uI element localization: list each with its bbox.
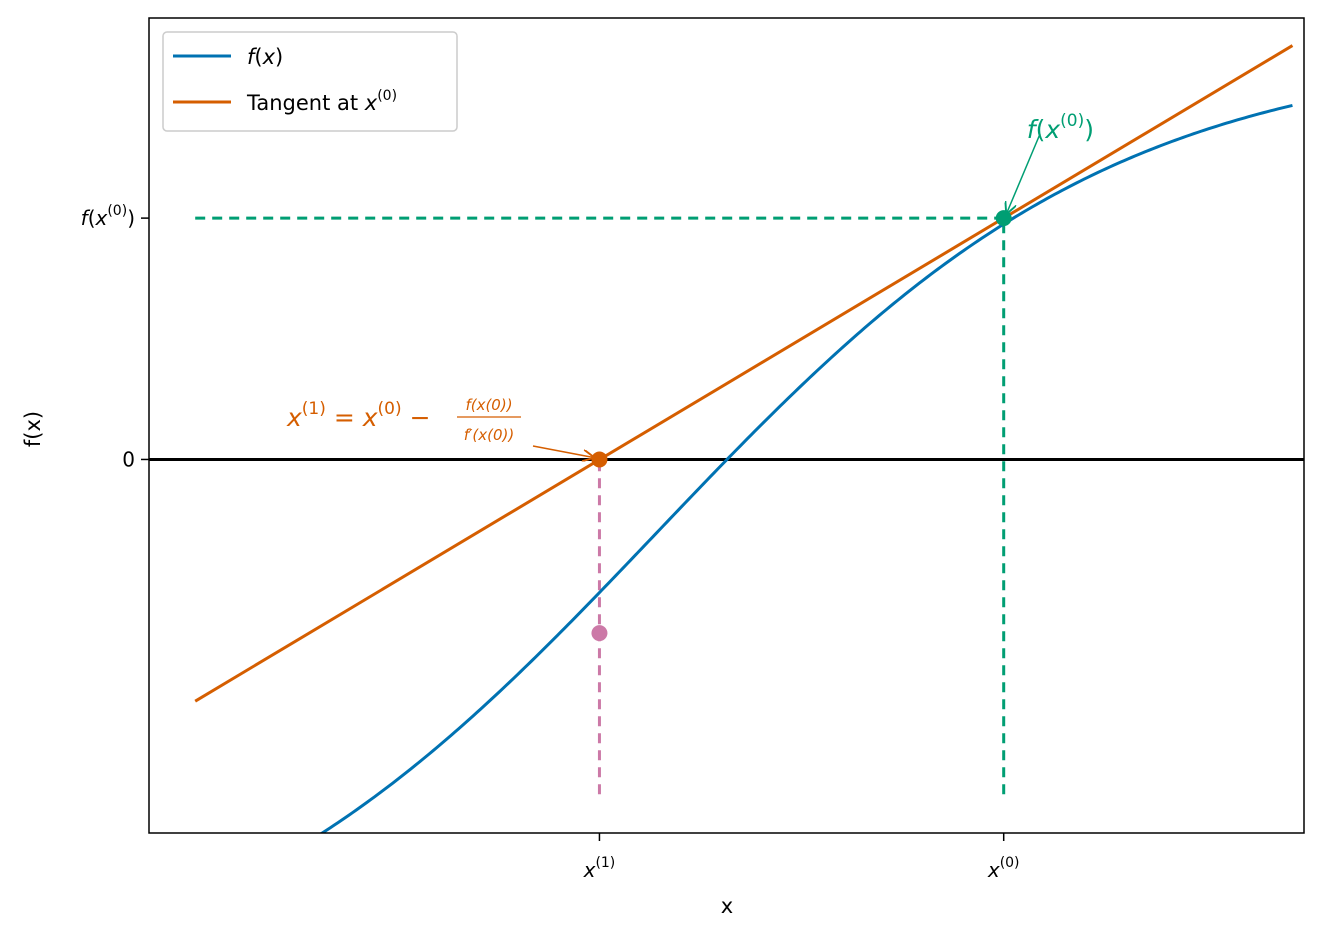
series-fx-line xyxy=(319,103,1293,833)
legend-label-fx: f(x) xyxy=(247,45,283,69)
legend: f(x) Tangent at x(0) xyxy=(162,31,458,132)
annotation-x1-numerator: f(x(0)) xyxy=(465,396,512,414)
annotation-x1-arrow xyxy=(532,445,593,457)
annotation-fx0-arrow xyxy=(1007,133,1041,213)
annotation-x1-formula: x(1) = x(0) − f(x(0)) f′(x(0)) xyxy=(286,396,521,444)
x-tick-label-0: x(1) xyxy=(583,855,616,882)
legend-label-tangent: Tangent at x(0) xyxy=(246,88,397,115)
annotation-fx0-label: f(x(0)) xyxy=(1027,111,1094,144)
y-axis-label: f(x) xyxy=(21,411,45,447)
data-point-0 xyxy=(995,210,1012,227)
plot-area xyxy=(149,44,1304,833)
series-tangent-line xyxy=(194,44,1294,703)
x-axis-label: x xyxy=(721,894,733,918)
legend-box xyxy=(162,31,458,132)
annotation-x1-denominator: f′(x(0)) xyxy=(464,426,515,444)
data-point-1 xyxy=(591,451,608,468)
axes: x(1) x(0) 0 f(x(0)) xyxy=(81,203,1020,882)
annotation-x1-lhs: x(1) = x(0) − xyxy=(286,399,431,432)
data-point-2 xyxy=(591,625,608,642)
y-tick-label-1: f(x(0)) xyxy=(81,203,135,230)
plot-frame xyxy=(148,17,1305,834)
y-tick-label-0: 0 xyxy=(122,447,135,471)
annotations: f(x(0)) x(1) = x(0) − f(x(0)) f′(x(0)) xyxy=(286,111,1094,457)
x-tick-label-1: x(0) xyxy=(987,855,1020,882)
